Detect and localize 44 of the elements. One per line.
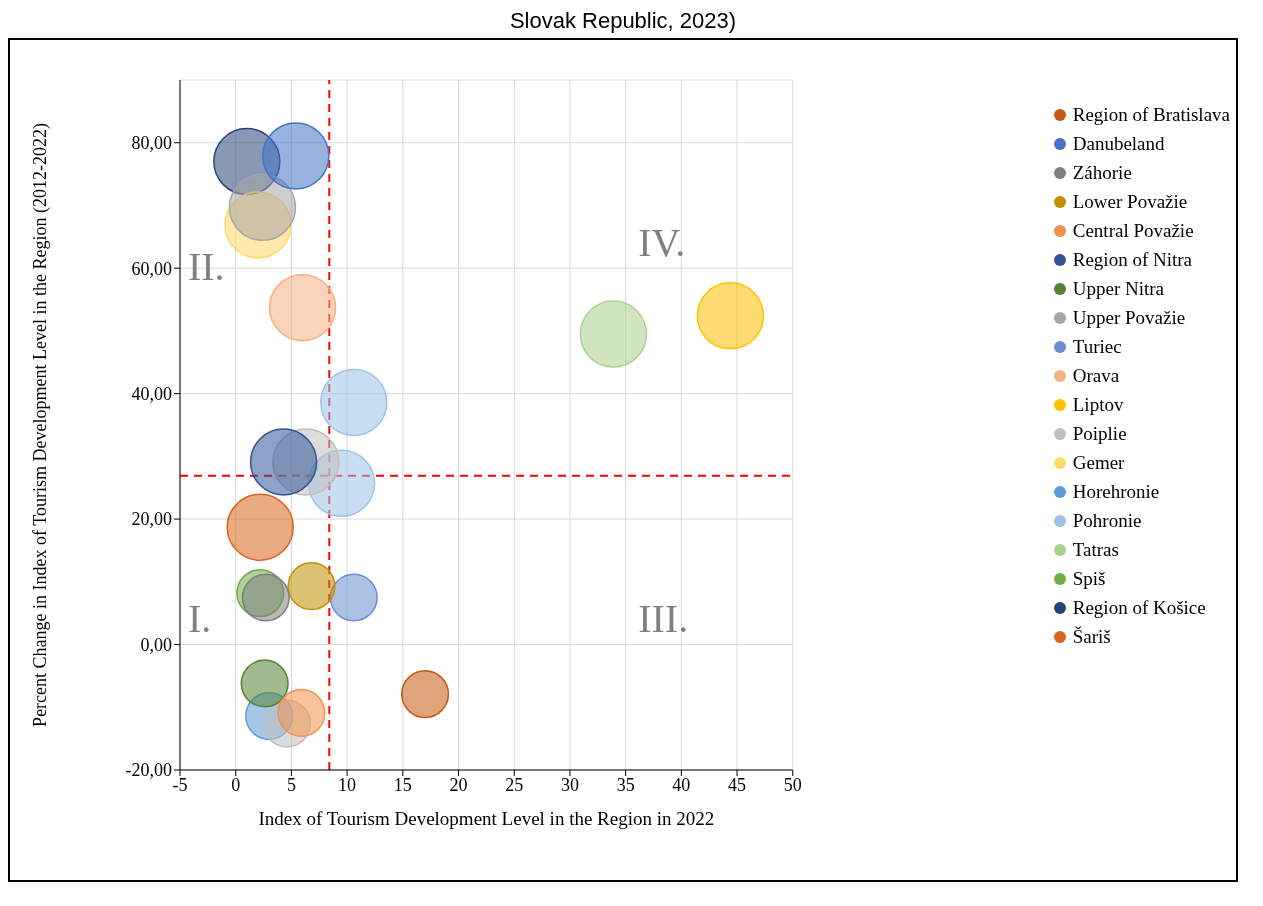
x-tick-label: 10 [338, 774, 357, 795]
y-tick-label: 80,00 [131, 133, 172, 154]
annotation: IV. [638, 219, 686, 265]
legend-label: Upper Nitra [1072, 277, 1165, 301]
legend-label: Poiplie [1072, 422, 1127, 446]
y-tick-label: -20,00 [125, 760, 172, 781]
annotation: III. [638, 596, 689, 641]
legend-label: Pohronie [1072, 509, 1142, 533]
x-tick-label: 5 [286, 774, 296, 795]
legend-label: Danubeland [1072, 132, 1165, 156]
legend-label: Region of Bratislava [1072, 103, 1230, 127]
legend-label: Turiec [1072, 335, 1122, 359]
x-tick-label: 45 [728, 774, 747, 795]
annotation: I. [187, 596, 212, 641]
chart-title: Slovak Republic, 2023) [508, 8, 738, 34]
legend-label: Central Považie [1072, 219, 1194, 243]
legend-label: Záhorie [1072, 161, 1132, 185]
x-tick-label: 30 [560, 774, 579, 795]
x-tick-label: 15 [393, 774, 412, 795]
y-tick-label: 20,00 [131, 509, 172, 530]
legend-label: Upper Považie [1072, 306, 1186, 330]
x-tick-label: 25 [505, 774, 524, 795]
legend-label: Šariš [1072, 625, 1111, 649]
legend-label: Spiš [1072, 567, 1106, 591]
legend-label: Lower Považie [1072, 190, 1188, 214]
annotation: II. [187, 244, 225, 290]
x-tick-label: 50 [783, 774, 802, 795]
y-tick-label: 40,00 [131, 384, 172, 405]
x-tick-label: 40 [672, 774, 691, 795]
legend-label: Horehronie [1072, 480, 1160, 504]
legend-label: Tatras [1072, 538, 1119, 562]
legend-label: Gemer [1072, 451, 1125, 475]
legend-label: Region of Nitra [1072, 248, 1193, 272]
y-axis-title: Percent Change in Index of Tourism Development Level in the Region (2012-2022) [30, 123, 52, 727]
x-tick-label: 0 [231, 774, 241, 795]
y-tick-label: 60,00 [131, 258, 172, 279]
legend-label: Liptov [1072, 393, 1124, 417]
y-tick-label: 0,00 [140, 634, 172, 655]
x-tick-label: -5 [172, 774, 188, 795]
x-tick-label: 35 [616, 774, 635, 795]
x-axis-title: Index of Tourism Development Level in the Region in 2022 [258, 808, 715, 829]
legend-label: Region of Košice [1072, 596, 1206, 620]
legend-label: Orava [1072, 364, 1120, 388]
x-tick-label: 20 [449, 774, 468, 795]
